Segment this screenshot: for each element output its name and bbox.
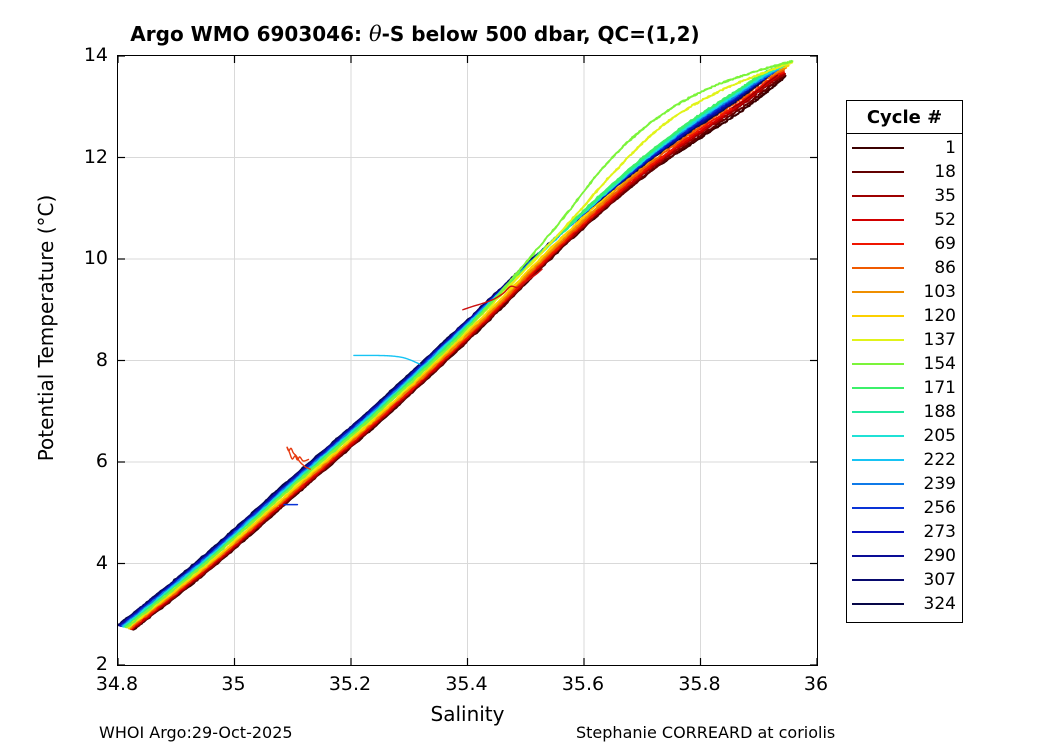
legend-item-label: 35 xyxy=(934,185,956,206)
legend-color-swatch xyxy=(852,363,904,365)
outlier-spur xyxy=(353,354,421,365)
legend-item[interactable]: 188 xyxy=(847,400,962,424)
outlier-spur xyxy=(462,268,543,311)
legend-color-swatch xyxy=(852,579,904,581)
chart-title: Argo WMO 6903046: θ-S below 500 dbar, QC… xyxy=(0,22,830,46)
x-tick-label: 35.2 xyxy=(328,673,372,695)
legend-item-label: 52 xyxy=(934,209,956,230)
legend-color-swatch xyxy=(852,315,904,317)
legend-color-swatch xyxy=(852,555,904,557)
y-tick-label: 10 xyxy=(83,247,108,269)
legend-item-label: 154 xyxy=(923,353,956,374)
chart-title-prefix: Argo WMO 6903046: xyxy=(130,22,369,46)
legend-item[interactable]: 290 xyxy=(847,544,962,568)
data-curves xyxy=(118,59,794,631)
legend-item-label: 290 xyxy=(923,545,956,566)
x-tick-label: 35.4 xyxy=(445,673,488,695)
y-axis-label: Potential Temperature (°C) xyxy=(34,194,58,462)
outlier-spur xyxy=(286,446,311,470)
legend-item-label: 18 xyxy=(934,161,956,182)
legend-item[interactable]: 273 xyxy=(847,520,962,544)
legend-color-swatch xyxy=(852,171,904,173)
y-tick-label: 2 xyxy=(95,653,108,675)
legend-item[interactable]: 103 xyxy=(847,280,962,304)
theta-symbol: θ xyxy=(368,22,382,46)
legend-item[interactable]: 154 xyxy=(847,352,962,376)
legend-item[interactable]: 137 xyxy=(847,328,962,352)
legend-item-label: 324 xyxy=(923,593,956,614)
legend-color-swatch xyxy=(852,387,904,389)
y-tick-label: 8 xyxy=(95,348,108,371)
legend-item-label: 86 xyxy=(934,257,956,278)
legend-item[interactable]: 69 xyxy=(847,232,962,256)
y-tick-label: 12 xyxy=(83,145,108,168)
y-axis-ticks: 2 4 6 8 10 12 14 xyxy=(0,44,108,675)
x-axis-ticks: 34.8 35 35.2 35.4 35.6 35.8 36 xyxy=(96,673,828,699)
profile-line xyxy=(132,74,786,630)
legend-item-label: 188 xyxy=(923,401,956,422)
legend-item-label: 69 xyxy=(934,233,956,254)
y-tick-label: 6 xyxy=(95,450,108,472)
footer-right-text: Stephanie CORREARD at coriolis xyxy=(576,723,836,742)
legend-item[interactable]: 222 xyxy=(847,448,962,472)
legend-item[interactable]: 18 xyxy=(847,160,962,184)
legend-item[interactable]: 324 xyxy=(847,592,962,616)
legend-item-label: 205 xyxy=(923,425,956,446)
legend-item-label: 307 xyxy=(923,569,956,590)
x-tick-label: 35.6 xyxy=(561,673,605,695)
legend-item[interactable]: 307 xyxy=(847,568,962,592)
legend-item[interactable]: 120 xyxy=(847,304,962,328)
legend-item-label: 1 xyxy=(945,137,956,158)
y-tick-label: 14 xyxy=(83,44,108,66)
legend-color-swatch xyxy=(852,243,904,245)
legend-color-swatch xyxy=(852,267,904,269)
profile-line xyxy=(124,60,794,629)
legend-color-swatch xyxy=(852,507,904,509)
plot-canvas xyxy=(118,56,817,665)
x-tick-label: 34.8 xyxy=(95,673,139,695)
x-tick-label: 36 xyxy=(803,673,829,695)
legend-color-swatch xyxy=(852,459,904,461)
legend-item-label: 273 xyxy=(923,521,956,542)
legend-item[interactable]: 171 xyxy=(847,376,962,400)
legend-color-swatch xyxy=(852,531,904,533)
legend-title: Cycle # xyxy=(847,101,962,134)
chart-title-suffix: -S below 500 dbar, QC=(1,2) xyxy=(381,22,700,46)
outlier-spur xyxy=(731,74,779,109)
legend-item[interactable]: 52 xyxy=(847,208,962,232)
x-tick-label: 35.8 xyxy=(678,673,721,695)
legend-item[interactable]: 86 xyxy=(847,256,962,280)
legend-item[interactable]: 205 xyxy=(847,424,962,448)
legend-color-swatch xyxy=(852,603,904,605)
y-tick-label: 4 xyxy=(95,551,108,574)
legend-color-swatch xyxy=(852,195,904,197)
legend-item-label: 120 xyxy=(923,305,956,326)
footer-left-text: WHOI Argo:29-Oct-2025 xyxy=(99,723,293,742)
legend-color-swatch xyxy=(852,147,904,149)
legend-item-label: 256 xyxy=(923,497,956,518)
legend-item[interactable]: 35 xyxy=(847,184,962,208)
x-tick-label: 35 xyxy=(221,673,246,695)
legend-color-swatch xyxy=(852,339,904,341)
legend-color-swatch xyxy=(852,219,904,221)
x-axis-label: Salinity xyxy=(430,702,505,726)
legend-item-label: 222 xyxy=(923,449,956,470)
legend-item-label: 239 xyxy=(923,473,956,494)
legend-item[interactable]: 256 xyxy=(847,496,962,520)
legend-item-label: 103 xyxy=(923,281,956,302)
legend-color-swatch xyxy=(852,435,904,437)
legend-items: 1 18 35 52 69 86 103 120 137 154 171 188 205 222 239 25… xyxy=(847,134,962,616)
legend-box: Cycle # 1 18 35 52 69 86 103 120 137 154 171 188 205… xyxy=(846,100,963,623)
legend-color-swatch xyxy=(852,483,904,485)
plot-area xyxy=(117,55,818,666)
legend-color-swatch xyxy=(852,411,904,413)
grid-lines xyxy=(118,56,817,665)
legend-item-label: 137 xyxy=(923,329,956,350)
legend-color-swatch xyxy=(852,291,904,293)
legend-item-label: 171 xyxy=(923,377,956,398)
legend-item[interactable]: 1 xyxy=(847,136,962,160)
legend-item[interactable]: 239 xyxy=(847,472,962,496)
